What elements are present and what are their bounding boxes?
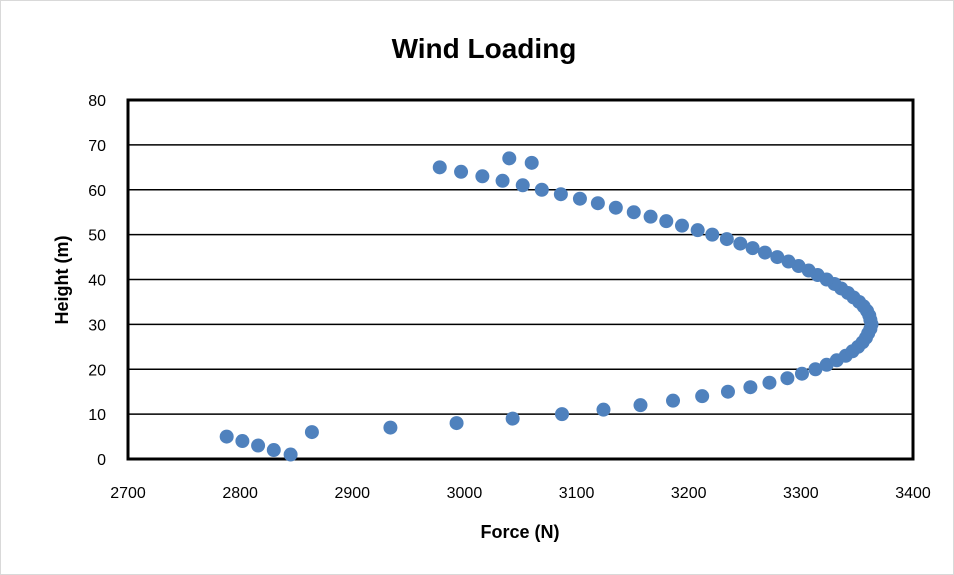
y-tick-label: 80 bbox=[88, 93, 106, 110]
data-point bbox=[524, 155, 539, 170]
data-point bbox=[666, 393, 681, 408]
data-point bbox=[674, 218, 689, 233]
x-tick-label: 2900 bbox=[334, 485, 370, 502]
data-point bbox=[554, 407, 569, 422]
data-point bbox=[743, 380, 758, 395]
data-point bbox=[219, 429, 234, 444]
data-point bbox=[757, 245, 772, 260]
data-point bbox=[808, 362, 823, 377]
y-tick-label: 10 bbox=[88, 407, 106, 424]
data-point bbox=[633, 398, 648, 413]
x-axis-tick-labels: 2700 2800 2900 3000 3100 3200 3300 3400 bbox=[110, 485, 931, 502]
y-tick-label: 40 bbox=[88, 273, 106, 290]
data-point bbox=[695, 389, 710, 404]
plot-area-border bbox=[126, 98, 915, 461]
data-point bbox=[534, 182, 549, 197]
x-tick-label: 3400 bbox=[895, 485, 931, 502]
data-point bbox=[643, 209, 658, 224]
data-point bbox=[762, 375, 777, 390]
data-point bbox=[505, 411, 520, 426]
data-point bbox=[780, 371, 795, 386]
data-point bbox=[659, 214, 674, 229]
x-axis-title: Force (N) bbox=[480, 522, 559, 542]
data-point bbox=[626, 205, 641, 220]
x-tick-label: 3100 bbox=[559, 485, 595, 502]
data-point bbox=[608, 200, 623, 215]
y-tick-label: 70 bbox=[88, 138, 106, 155]
data-point bbox=[719, 232, 734, 247]
data-point bbox=[572, 191, 587, 206]
data-point bbox=[432, 160, 447, 175]
data-point bbox=[770, 250, 785, 265]
data-point bbox=[304, 425, 319, 440]
y-tick-label: 20 bbox=[88, 362, 106, 379]
data-point bbox=[283, 447, 298, 462]
data-point bbox=[495, 173, 510, 188]
data-point bbox=[720, 384, 735, 399]
x-tick-label: 3300 bbox=[783, 485, 819, 502]
data-point bbox=[502, 151, 517, 166]
y-axis-tick-labels: 0 10 20 30 40 50 60 70 80 bbox=[88, 93, 106, 469]
x-tick-label: 3200 bbox=[671, 485, 707, 502]
y-tick-label: 30 bbox=[88, 317, 106, 334]
data-point bbox=[475, 169, 490, 184]
x-tick-label: 3000 bbox=[447, 485, 483, 502]
x-tick-label: 2700 bbox=[110, 485, 146, 502]
y-tick-label: 0 bbox=[97, 452, 106, 469]
y-tick-label: 60 bbox=[88, 183, 106, 200]
data-point bbox=[266, 443, 281, 458]
data-point bbox=[454, 164, 469, 179]
data-point bbox=[705, 227, 720, 242]
data-point bbox=[235, 434, 250, 449]
data-point bbox=[596, 402, 611, 417]
data-point bbox=[794, 366, 809, 381]
data-point bbox=[745, 241, 760, 256]
data-points bbox=[219, 151, 879, 462]
data-point bbox=[515, 178, 530, 193]
data-point bbox=[251, 438, 266, 453]
data-point bbox=[690, 223, 705, 238]
chart-title: Wind Loading bbox=[392, 33, 577, 64]
data-point bbox=[590, 196, 605, 211]
y-axis-title: Height (m) bbox=[52, 236, 72, 325]
data-point bbox=[383, 420, 398, 435]
y-tick-label: 50 bbox=[88, 228, 106, 245]
data-point bbox=[553, 187, 568, 202]
data-point bbox=[781, 254, 796, 269]
x-tick-label: 2800 bbox=[222, 485, 258, 502]
data-point bbox=[449, 416, 464, 431]
data-point bbox=[733, 236, 748, 251]
